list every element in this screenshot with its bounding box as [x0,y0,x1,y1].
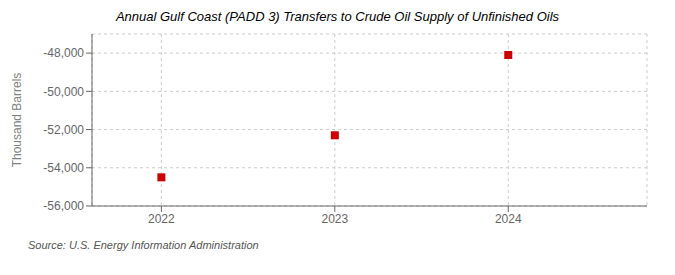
svg-text:-56,000: -56,000 [43,199,84,213]
html-text:Source: U.S. Energy Informatio: Source: U.S. Energy Information Administ… [28,239,259,251]
svg-text:-50,000: -50,000 [43,85,84,99]
svg-text:2022: 2022 [148,212,175,226]
svg-text:-54,000: -54,000 [43,161,84,175]
svg-text:Thousand Barrels: Thousand Barrels [10,73,24,168]
svg-text:-52,000: -52,000 [43,123,84,137]
html-text:Annual Gulf Coast (PADD 3) Tra: Annual Gulf Coast (PADD 3) Transfers to … [115,9,560,24]
svg-text:2023: 2023 [321,212,348,226]
svg-text:-48,000: -48,000 [43,46,84,60]
svg-text:2024: 2024 [495,212,522,226]
